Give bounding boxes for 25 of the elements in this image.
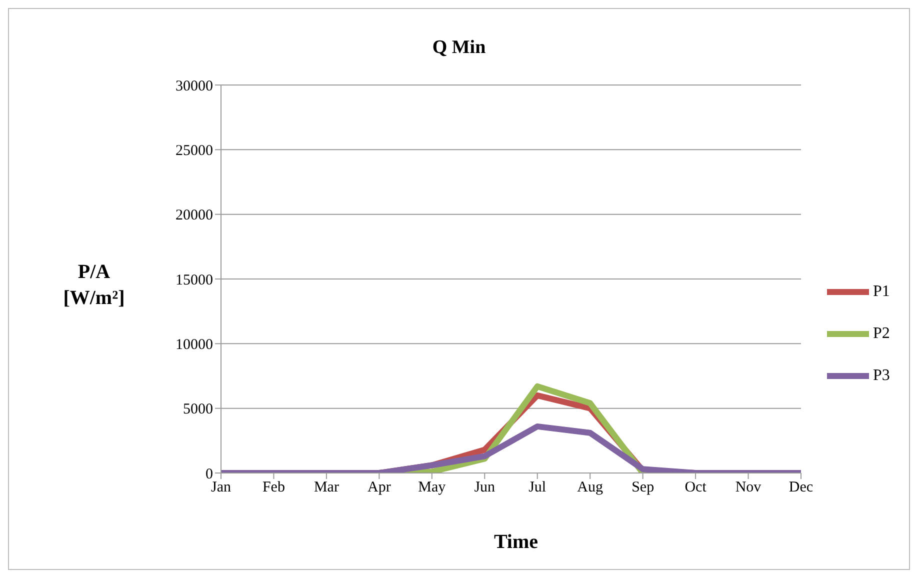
y-tick-label: 30000 <box>176 78 213 94</box>
y-axis-title: P/A [W/m²] <box>62 260 126 311</box>
x-tick-label: Sep <box>632 480 654 496</box>
x-tick-label: Nov <box>735 480 762 496</box>
x-tick-label: Jun <box>474 480 496 496</box>
x-tick-label: Mar <box>314 480 339 496</box>
x-tick-label: Oct <box>684 480 708 496</box>
x-tick-label: Jul <box>528 480 546 496</box>
legend-label: P1 <box>873 283 890 301</box>
x-tick-label: Apr <box>368 480 391 496</box>
y-tick-label: 5000 <box>183 402 213 418</box>
y-tick-label: 0 <box>206 466 213 482</box>
x-tick-label: May <box>418 480 446 496</box>
y-tick-label: 20000 <box>176 208 213 224</box>
chart-title: Q Min <box>431 37 487 59</box>
legend-label: P3 <box>873 367 890 385</box>
y-tick-label: 25000 <box>176 142 213 159</box>
x-axis-title: Time <box>492 531 540 554</box>
x-tick-label: Feb <box>262 480 285 496</box>
x-tick-label: Jan <box>211 480 232 496</box>
x-tick-label: Aug <box>577 480 604 496</box>
y-tick-label: 10000 <box>176 336 213 353</box>
y-tick-label: 15000 <box>176 272 213 288</box>
legend-label: P2 <box>873 325 890 343</box>
x-tick-label: Dec <box>788 480 814 496</box>
